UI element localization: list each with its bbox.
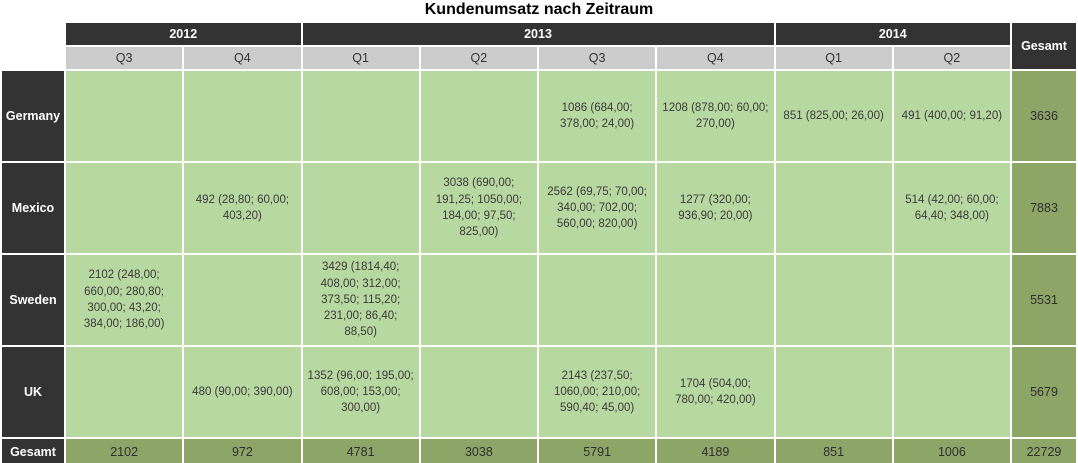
column-total-2013-q4: 4189	[657, 439, 774, 463]
table-row-uk: UK 480 (90,00; 390,00) 1352 (96,00; 195,…	[2, 347, 1076, 437]
cell-uk-2012-q3	[66, 347, 183, 437]
cell-uk-2012-q4: 480 (90,00; 390,00)	[184, 347, 301, 437]
cell-mexico-2012-q3	[66, 163, 183, 253]
column-total-2013-q2: 3038	[420, 439, 537, 463]
column-total-2013-q1: 4781	[302, 439, 419, 463]
cell-germany-2013-q3: 1086 (684,00; 378,00; 24,00)	[539, 71, 656, 161]
column-total-2014-q2: 1006	[893, 439, 1010, 463]
cell-uk-2013-q2	[420, 347, 537, 437]
cell-mexico-2013-q1	[302, 163, 419, 253]
table-row-sweden: Sweden 2102 (248,00; 660,00; 280,80; 300…	[2, 255, 1076, 345]
cell-uk-2013-q4: 1704 (504,00; 780,00; 420,00)	[657, 347, 774, 437]
page-title: Kundenumsatz nach Zeitraum	[424, 1, 654, 18]
quarter-header-2012-q4: Q4	[184, 47, 301, 69]
cell-mexico-2014-q1	[775, 163, 892, 253]
row-total-uk: 5679	[1012, 347, 1076, 437]
cell-uk-2013-q1: 1352 (96,00; 195,00; 608,00; 153,00; 300…	[302, 347, 419, 437]
quarter-header-2014-q1: Q1	[775, 47, 892, 69]
row-total-mexico: 7883	[1012, 163, 1076, 253]
cell-sweden-2014-q2	[893, 255, 1010, 345]
footer-label-gesamt: Gesamt	[2, 439, 64, 463]
year-header-2013: 2013	[302, 23, 774, 45]
cell-uk-2014-q1	[775, 347, 892, 437]
cell-mexico-2012-q4: 492 (28,80; 60,00; 403,20)	[184, 163, 301, 253]
column-total-2012-q4: 972	[184, 439, 301, 463]
cell-sweden-2012-q4	[184, 255, 301, 345]
column-total-2012-q3: 2102	[66, 439, 183, 463]
cell-uk-2014-q2	[893, 347, 1010, 437]
quarter-header-2013-q4: Q4	[657, 47, 774, 69]
cell-mexico-2013-q2: 3038 (690,00; 191,25; 1050,00; 184,00; 9…	[420, 163, 537, 253]
cell-sweden-2013-q4	[657, 255, 774, 345]
row-label-mexico: Mexico	[2, 163, 64, 253]
cell-germany-2012-q4	[184, 71, 301, 161]
row-label-uk: UK	[2, 347, 64, 437]
quarter-header-2013-q1: Q1	[302, 47, 419, 69]
year-header-2012: 2012	[66, 23, 301, 45]
cell-germany-2014-q1: 851 (825,00; 26,00)	[775, 71, 892, 161]
cell-sweden-2014-q1	[775, 255, 892, 345]
cell-germany-2012-q3	[66, 71, 183, 161]
cell-sweden-2013-q2	[420, 255, 537, 345]
year-header-row: 2012 2013 2014 Gesamt	[2, 23, 1076, 69]
quarter-header-2013-q3: Q3	[539, 47, 656, 69]
year-header-2014: 2014	[775, 23, 1010, 45]
row-total-sweden: 5531	[1012, 255, 1076, 345]
cell-germany-2013-q2	[420, 71, 537, 161]
quarter-header-row: Q3 Q4 Q1 Q2 Q3 Q4 Q1 Q2	[2, 47, 1076, 69]
column-totals-row: Gesamt 2102 972 4781 3038 5791 4189 851 …	[2, 439, 1076, 463]
cell-sweden-2012-q3: 2102 (248,00; 660,00; 280,80; 300,00; 43…	[66, 255, 183, 345]
quarter-header-2014-q2: Q2	[893, 47, 1010, 69]
table-row-mexico: Mexico 492 (28,80; 60,00; 403,20) 3038 (…	[2, 163, 1076, 253]
cell-sweden-2013-q1: 3429 (1814,40; 408,00; 312,00; 373,50; 1…	[302, 255, 419, 345]
column-total-2013-q3: 5791	[539, 439, 656, 463]
total-column-header: Gesamt	[1012, 23, 1076, 69]
crosstab-table: 2012 2013 2014 Gesamt Q3 Q4 Q1 Q2 Q3 Q4 …	[0, 21, 1078, 463]
quarter-header-2013-q2: Q2	[420, 47, 537, 69]
row-label-germany: Germany	[2, 71, 64, 161]
cell-mexico-2014-q2: 514 (42,00; 60,00; 64,40; 348,00)	[893, 163, 1010, 253]
row-total-germany: 3636	[1012, 71, 1076, 161]
cell-sweden-2013-q3	[539, 255, 656, 345]
cell-uk-2013-q3: 2143 (237,50; 1060,00; 210,00; 590,40; 4…	[539, 347, 656, 437]
cell-germany-2014-q2: 491 (400,00; 91,20)	[893, 71, 1010, 161]
corner-cell	[2, 23, 64, 69]
column-total-2014-q1: 851	[775, 439, 892, 463]
quarter-header-2012-q3: Q3	[66, 47, 183, 69]
row-label-sweden: Sweden	[2, 255, 64, 345]
cell-mexico-2013-q3: 2562 (69,75; 70,00; 340,00; 702,00; 560,…	[539, 163, 656, 253]
cell-mexico-2013-q4: 1277 (320,00; 936,90; 20,00)	[657, 163, 774, 253]
grand-total: 22729	[1012, 439, 1076, 463]
cell-germany-2013-q1	[302, 71, 419, 161]
cell-germany-2013-q4: 1208 (878,00; 60,00; 270,00)	[657, 71, 774, 161]
table-row-germany: Germany 1086 (684,00; 378,00; 24,00) 120…	[2, 71, 1076, 161]
